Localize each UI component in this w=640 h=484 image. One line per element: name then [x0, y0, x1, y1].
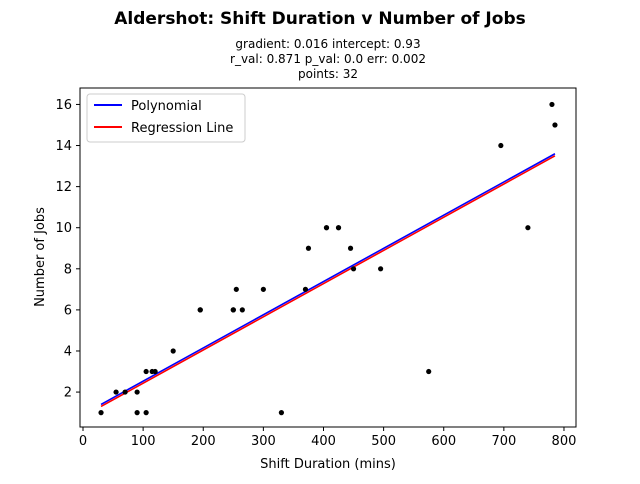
data-point: [426, 368, 432, 375]
data-point: [378, 266, 384, 272]
y-tick-label: 10: [55, 221, 72, 236]
x-tick-label: 700: [491, 434, 516, 449]
data-point: [134, 410, 140, 416]
data-point: [525, 225, 531, 231]
y-tick-label: 8: [64, 262, 72, 277]
x-tick-label: 500: [371, 434, 396, 449]
legend-regression-label: Regression Line: [131, 121, 233, 136]
data-point: [323, 225, 330, 231]
data-point: [98, 410, 104, 416]
y-tick-label: 12: [55, 180, 72, 195]
data-point: [113, 389, 119, 395]
chart-subtitle-line-1: gradient: 0.016 intercept: 0.93: [235, 37, 420, 51]
x-tick-label: 400: [311, 434, 336, 449]
x-tick-label: 300: [251, 434, 276, 449]
data-point: [335, 225, 342, 231]
data-point: [302, 286, 309, 292]
data-point: [239, 307, 245, 313]
y-tick-label: 4: [64, 344, 72, 359]
data-point: [134, 389, 140, 395]
axes-frame: [79, 87, 577, 428]
data-point: [143, 410, 149, 416]
data-point: [143, 368, 149, 375]
data-point: [549, 101, 555, 108]
data-point: [305, 245, 312, 251]
data-point: [230, 307, 236, 313]
y-tick-label: 2: [64, 386, 72, 401]
polynomial-line: [100, 153, 556, 406]
chart-subtitle-line-2: r_val: 0.871 p_val: 0.0 err: 0.002: [230, 52, 426, 66]
x-tick-label: 800: [552, 434, 577, 449]
data-point: [350, 266, 357, 272]
y-tick-label: 14: [55, 139, 72, 154]
y-tick-label: 16: [55, 98, 72, 113]
legend-polynomial-label: Polynomial: [131, 99, 202, 114]
chart-title: Aldershot: Shift Duration v Number of Jo…: [114, 9, 525, 29]
data-point: [197, 307, 203, 313]
x-tick-label: 0: [79, 434, 87, 449]
data-point: [347, 245, 354, 251]
x-tick-label: 200: [191, 434, 216, 449]
chart-subtitle-line-3: points: 32: [298, 67, 358, 81]
data-point: [152, 368, 158, 375]
x-tick-label: 100: [131, 434, 156, 449]
data-point: [122, 389, 128, 395]
data-point: [233, 286, 239, 292]
data-point: [170, 348, 176, 354]
plot-area: 0 100 200 300 400 500 600 700 800 2 4 6 8 10 12 14 16: [55, 98, 576, 449]
legend: Polynomial Regression Line: [86, 93, 246, 143]
x-tick-label: 600: [431, 434, 456, 449]
x-axis-label: Shift Duration (mins): [260, 457, 396, 472]
legend-box: [86, 93, 246, 143]
data-point: [552, 122, 558, 128]
data-point: [278, 410, 285, 416]
data-point: [498, 142, 504, 149]
regression-line: [100, 155, 556, 408]
data-point: [260, 286, 266, 292]
y-axis-label: Number of Jobs: [33, 207, 48, 307]
y-tick-label: 6: [64, 303, 72, 318]
